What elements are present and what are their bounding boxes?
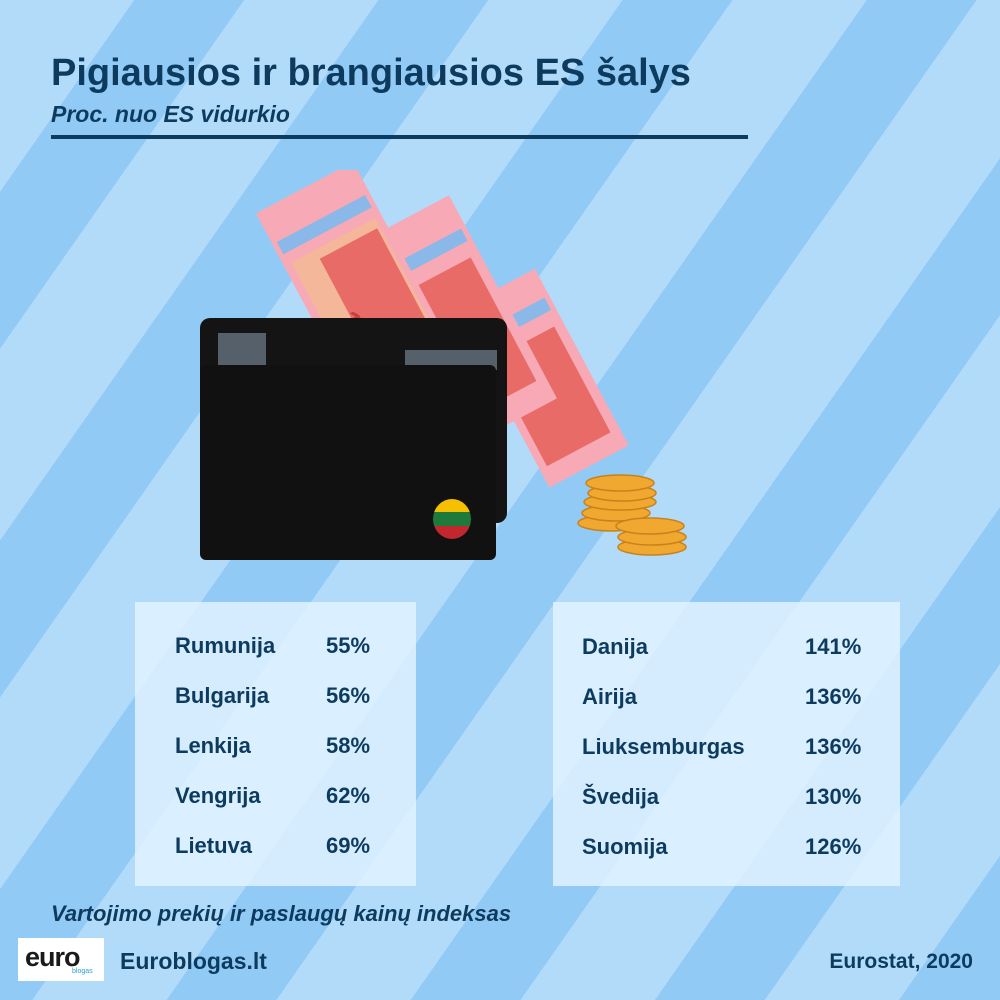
country-name: Bulgarija (175, 683, 270, 708)
country-name: Liuksemburgas (582, 734, 745, 759)
country-name: Lenkija (175, 733, 251, 758)
page-subtitle: Proc. nuo ES vidurkio (51, 101, 290, 127)
wallet-illustration: 10 (200, 170, 687, 560)
most-expensive-countries-panel: Danija 141% Airija 136% Liuksemburgas 13… (553, 602, 900, 886)
country-value: 58% (326, 733, 371, 758)
country-value: 136% (805, 684, 862, 709)
logo-text: euro (25, 942, 81, 972)
country-value: 55% (326, 633, 371, 658)
country-name: Švedija (582, 784, 660, 809)
title-divider (51, 135, 748, 139)
coins-icon (577, 474, 687, 556)
country-name: Danija (582, 634, 649, 659)
country-value: 69% (326, 833, 371, 858)
country-name: Suomija (582, 834, 668, 859)
data-source: Eurostat, 2020 (829, 950, 973, 973)
country-value: 141% (805, 634, 862, 659)
country-name: Vengrija (175, 783, 261, 808)
euroblogas-logo: euro blogas (18, 938, 104, 981)
country-value: 136% (805, 734, 862, 759)
page-title: Pigiausios ir brangiausios ES šalys (51, 52, 691, 94)
country-value: 62% (326, 783, 371, 808)
country-name: Rumunija (175, 633, 276, 658)
country-value: 130% (805, 784, 862, 809)
country-name: Lietuva (175, 833, 253, 858)
country-value: 56% (326, 683, 371, 708)
lithuania-flag-icon (433, 499, 471, 539)
site-name: Euroblogas.lt (120, 948, 267, 974)
country-value: 126% (805, 834, 862, 859)
country-name: Airija (582, 684, 638, 709)
logo-subtext: blogas (72, 968, 93, 975)
cheapest-countries-panel: Rumunija 55% Bulgarija 56% Lenkija 58% V… (135, 602, 416, 886)
index-footnote: Vartojimo prekių ir paslaugų kainų indek… (51, 901, 512, 926)
